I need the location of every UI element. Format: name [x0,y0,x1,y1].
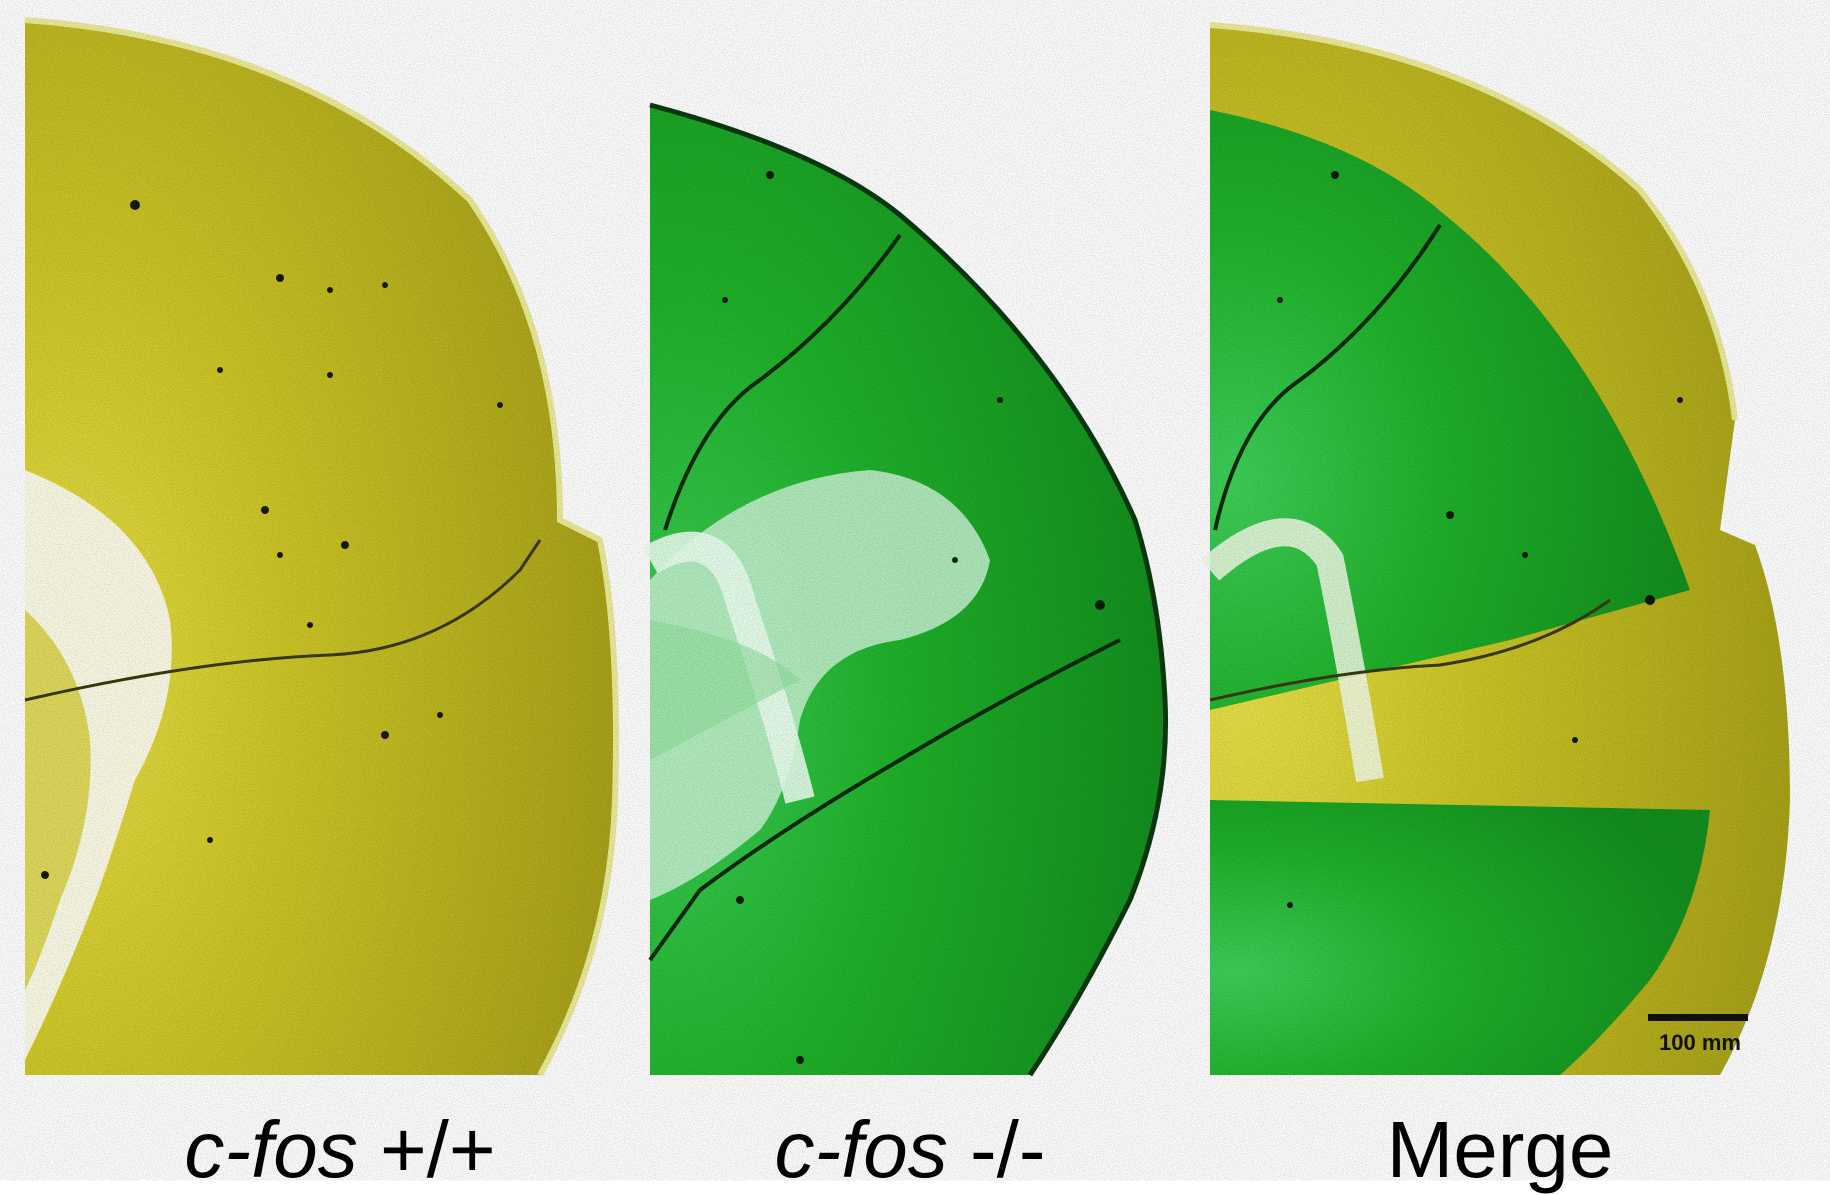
caption-wildtype: c-fos +/+ [90,1110,590,1190]
caption-knockout-gene: c-fos [774,1105,948,1194]
caption-merge-label: Merge [1386,1105,1614,1194]
caption-merge: Merge [1250,1110,1750,1190]
caption-knockout: c-fos -/- [660,1110,1160,1190]
scale-bar-label: 100 mm [1659,1030,1741,1055]
caption-knockout-genotype: -/- [970,1105,1046,1194]
caption-wildtype-gene: c-fos [184,1105,358,1194]
scale-bar [1648,1014,1748,1021]
caption-wildtype-genotype: +/+ [379,1105,496,1194]
